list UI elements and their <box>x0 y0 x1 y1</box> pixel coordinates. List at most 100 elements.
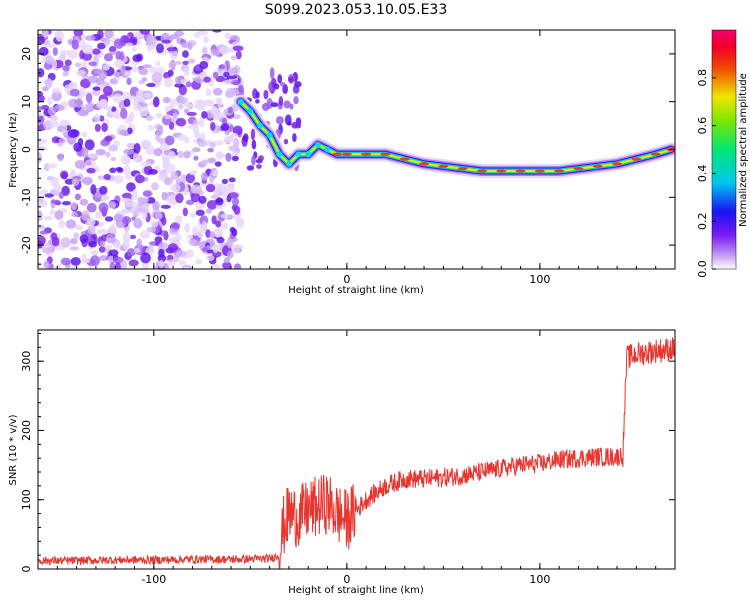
spectrogram-noise-cell <box>228 184 235 194</box>
spectrogram-noise-cell <box>100 99 109 108</box>
spectrogram-noise-cell <box>71 211 79 218</box>
spectrogram-noise-cell <box>135 174 145 184</box>
snr-y-tick-label: 0 <box>20 566 33 573</box>
spectrogram-noise-cell <box>203 36 209 44</box>
spectrogram-noise-cell <box>84 103 92 110</box>
spectrogram-noise-cell <box>128 259 139 267</box>
spectrogram-noise-cell <box>184 223 190 233</box>
spectrogram-noise-cell <box>92 86 101 91</box>
spectrogram-noise-cell <box>58 191 64 199</box>
spectrogram-noise-cell <box>38 94 45 103</box>
spectrogram-noise-cell <box>109 224 117 235</box>
spectrogram-noise-cell <box>126 142 136 149</box>
spectrogram-noise-cell <box>213 140 224 146</box>
spectrogram-noise-cell <box>209 231 216 239</box>
spectrogram-noise-cell <box>99 240 106 247</box>
spectrogram-noise-cell <box>183 265 190 269</box>
spectrogram-noise-cell <box>258 155 264 162</box>
spectrogram-x-tick-label: 100 <box>529 273 550 286</box>
spectrogram-noise-cell <box>226 74 238 80</box>
spectrogram-noise-cell <box>94 211 103 219</box>
spectrogram-noise-cell <box>43 215 53 221</box>
spectrogram-noise-cell <box>45 43 56 48</box>
spectrogram-noise-cell <box>121 208 130 214</box>
spectrogram-noise-cell <box>201 111 208 119</box>
spectrogram-noise-cell <box>112 93 122 104</box>
spectrogram-y-tick-label: 20 <box>20 47 33 61</box>
spectrogram-noise-cell <box>148 168 158 175</box>
spectrogram-noise-cell <box>152 96 160 108</box>
spectrogram-noise-cell <box>255 91 260 99</box>
spectrogram-noise-cell <box>185 199 195 205</box>
spectrogram-noise-cell <box>133 142 141 154</box>
spectrogram-noise-cell <box>86 202 97 213</box>
snr-y-tick-label: 200 <box>20 420 33 441</box>
spectrogram-noise-cell <box>284 114 292 126</box>
spectrogram-noise-cell <box>69 246 80 251</box>
spectrogram-noise-cell <box>236 220 244 229</box>
spectrogram-noise-cell <box>130 95 137 101</box>
spectrogram-noise-cell <box>49 120 59 128</box>
spectrogram-noise-cell <box>88 61 98 66</box>
spectrogram-noise-cell <box>164 114 171 120</box>
spectrogram-noise-cell <box>275 116 284 125</box>
spectrogram-noise-cell <box>201 46 208 55</box>
spectrogram-noise-cell <box>104 135 113 142</box>
spectrogram-noise-cell <box>292 133 297 143</box>
spectrogram-noise-cell <box>158 260 165 269</box>
spectrogram-noise-cell <box>74 193 81 201</box>
spectrogram-ridge-point <box>534 169 545 173</box>
spectrogram-noise-cell <box>157 254 167 263</box>
spectrogram-noise-cell <box>46 163 58 169</box>
spectrogram-noise-cell <box>81 210 90 221</box>
spectrogram-noise-cell <box>193 131 201 138</box>
spectrogram-noise-cell <box>79 86 86 98</box>
spectrogram-noise-cell <box>61 185 70 196</box>
spectrogram-noise-cell <box>201 159 209 166</box>
spectrogram-noise-cell <box>145 115 154 122</box>
spectrogram-noise-cell <box>175 176 181 185</box>
spectrogram-noise-cell <box>98 246 106 253</box>
spectrogram-noise-cell <box>43 260 50 269</box>
spectrogram-noise-cell <box>205 88 212 97</box>
spectrogram-noise-cell <box>79 234 88 244</box>
spectrogram-ridge-point <box>247 108 254 115</box>
spectrogram-noise-cell <box>38 261 43 268</box>
spectrogram-noise-cell <box>206 254 215 262</box>
spectrogram-noise-cell <box>162 157 171 167</box>
spectrogram-noise-cell <box>225 135 234 143</box>
spectrogram-noise-cell <box>204 100 215 107</box>
spectrogram-noise-cell <box>166 259 176 267</box>
spectrogram-noise-cell <box>156 43 164 54</box>
spectrogram-noise-cell <box>120 197 131 203</box>
spectrogram-noise-cell <box>98 202 109 214</box>
spectrogram-noise-cell <box>61 201 72 206</box>
spectrogram-noise-cell <box>227 106 233 114</box>
spectrogram-noise-cell <box>55 30 65 42</box>
spectrogram-noise-cell <box>88 241 98 248</box>
colorbar-tick-label: 0.4 <box>696 165 709 183</box>
spectrogram-noise-cell <box>125 202 134 208</box>
spectrogram-y-tick-label: -20 <box>20 236 33 254</box>
spectrogram-noise-cell <box>179 97 189 104</box>
spectrogram-ridge-point <box>295 151 302 158</box>
spectrogram-x-tick-label: -100 <box>141 273 166 286</box>
spectrogram-noise-cell <box>184 136 190 144</box>
spectrogram-noise-cell <box>153 148 163 157</box>
spectrogram-noise-cell <box>169 48 178 60</box>
spectrogram-noise-cell <box>38 189 49 196</box>
spectrogram-noise-cell <box>38 68 45 78</box>
spectrogram-noise-cell <box>142 190 152 197</box>
spectrogram-noise-cell <box>146 82 156 88</box>
spectrogram-ridge-point <box>305 151 312 158</box>
spectrogram-noise-cell <box>120 108 128 119</box>
spectrogram-y-tick-label: -10 <box>20 188 33 206</box>
spectrogram-noise-cell <box>278 96 284 106</box>
spectrogram-noise-cell <box>98 70 108 81</box>
spectrogram-noise-cell <box>195 209 205 216</box>
spectrogram-noise-cell <box>230 132 239 138</box>
spectrogram-ridge-point <box>496 169 507 173</box>
spectrogram-noise-cell <box>175 193 184 204</box>
spectrogram-noise-cell <box>59 119 70 127</box>
spectrogram-noise-cell <box>238 84 244 93</box>
